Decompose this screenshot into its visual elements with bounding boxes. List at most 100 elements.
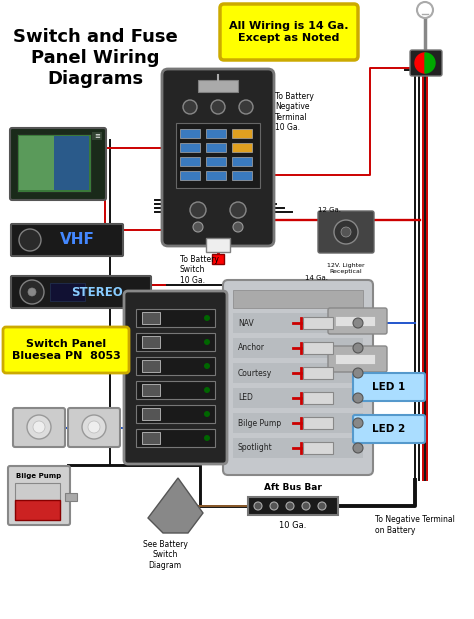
Bar bbox=[206, 171, 226, 180]
Circle shape bbox=[353, 443, 363, 453]
Bar bbox=[303, 442, 333, 454]
Bar bbox=[206, 157, 226, 166]
Bar bbox=[180, 143, 200, 152]
Bar bbox=[136, 357, 215, 375]
Bar bbox=[142, 312, 160, 324]
Bar bbox=[65, 493, 77, 501]
Text: ≡: ≡ bbox=[94, 133, 100, 139]
Text: Anchor: Anchor bbox=[238, 344, 265, 352]
Bar bbox=[335, 316, 375, 326]
Bar bbox=[142, 336, 160, 348]
Circle shape bbox=[204, 363, 210, 369]
Bar bbox=[232, 157, 252, 166]
Circle shape bbox=[334, 220, 358, 244]
Bar bbox=[180, 171, 200, 180]
FancyBboxPatch shape bbox=[220, 4, 358, 60]
Text: Bilge Pump: Bilge Pump bbox=[17, 473, 62, 479]
Circle shape bbox=[233, 222, 243, 232]
FancyBboxPatch shape bbox=[410, 50, 442, 76]
Circle shape bbox=[183, 100, 197, 114]
Circle shape bbox=[82, 415, 106, 439]
Circle shape bbox=[302, 502, 310, 510]
Bar bbox=[176, 123, 260, 188]
Bar bbox=[206, 129, 226, 138]
Text: Courtesy: Courtesy bbox=[238, 368, 272, 378]
Bar bbox=[233, 338, 363, 358]
Bar bbox=[50, 283, 85, 301]
FancyBboxPatch shape bbox=[10, 128, 106, 200]
Circle shape bbox=[28, 288, 36, 296]
FancyBboxPatch shape bbox=[328, 308, 387, 334]
FancyBboxPatch shape bbox=[68, 408, 120, 447]
Circle shape bbox=[27, 415, 51, 439]
Text: Aft Bus Bar: Aft Bus Bar bbox=[264, 483, 322, 492]
Wedge shape bbox=[415, 53, 425, 73]
Text: LED: LED bbox=[238, 394, 253, 402]
Circle shape bbox=[204, 339, 210, 345]
Bar bbox=[142, 360, 160, 372]
Circle shape bbox=[239, 100, 253, 114]
FancyBboxPatch shape bbox=[328, 346, 387, 372]
Text: 12 Ga.: 12 Ga. bbox=[318, 207, 341, 213]
Text: 12V. Lighter
Receptical: 12V. Lighter Receptical bbox=[327, 263, 365, 274]
Circle shape bbox=[417, 2, 433, 18]
Text: 14 Ga.: 14 Ga. bbox=[305, 275, 328, 281]
Text: To Battery
Negative
Terminal
10 Ga.: To Battery Negative Terminal 10 Ga. bbox=[275, 92, 314, 132]
Bar bbox=[212, 254, 224, 264]
Circle shape bbox=[211, 100, 225, 114]
Bar bbox=[180, 129, 200, 138]
Bar bbox=[233, 363, 363, 383]
FancyBboxPatch shape bbox=[223, 280, 373, 475]
FancyBboxPatch shape bbox=[124, 291, 227, 464]
Bar bbox=[17, 134, 91, 192]
Text: Bilge Pump: Bilge Pump bbox=[238, 418, 281, 428]
FancyBboxPatch shape bbox=[13, 408, 65, 447]
Circle shape bbox=[353, 343, 363, 353]
Circle shape bbox=[341, 227, 351, 237]
Bar bbox=[19, 136, 54, 190]
FancyBboxPatch shape bbox=[318, 211, 374, 253]
Polygon shape bbox=[148, 478, 203, 533]
Text: Switch and Fuse
Panel Wiring
Diagrams: Switch and Fuse Panel Wiring Diagrams bbox=[13, 28, 177, 88]
FancyBboxPatch shape bbox=[353, 373, 425, 401]
Circle shape bbox=[353, 368, 363, 378]
Text: LED 2: LED 2 bbox=[373, 424, 406, 434]
Bar bbox=[136, 333, 215, 351]
Text: STEREO: STEREO bbox=[71, 285, 123, 298]
Text: All Wiring is 14 Ga.
Except as Noted: All Wiring is 14 Ga. Except as Noted bbox=[229, 21, 349, 43]
Bar bbox=[92, 132, 102, 140]
Circle shape bbox=[270, 502, 278, 510]
Bar bbox=[233, 413, 363, 433]
FancyBboxPatch shape bbox=[8, 466, 70, 525]
Circle shape bbox=[286, 502, 294, 510]
Text: Switch Panel
Bluesea PN  8053: Switch Panel Bluesea PN 8053 bbox=[12, 339, 120, 361]
Text: See Battery
Switch
Diagram: See Battery Switch Diagram bbox=[143, 540, 187, 570]
Bar bbox=[136, 381, 215, 399]
FancyBboxPatch shape bbox=[353, 415, 425, 443]
Text: To Negative Terminal
on Battery: To Negative Terminal on Battery bbox=[375, 515, 455, 535]
Bar bbox=[54, 136, 89, 190]
Circle shape bbox=[88, 421, 100, 433]
Circle shape bbox=[190, 202, 206, 218]
Bar bbox=[198, 80, 238, 92]
Bar bbox=[232, 171, 252, 180]
Bar bbox=[15, 483, 60, 513]
Text: NAV: NAV bbox=[238, 319, 254, 327]
Bar bbox=[136, 429, 215, 447]
Text: 10 Ga.: 10 Ga. bbox=[279, 521, 307, 530]
Bar bbox=[303, 317, 333, 329]
Circle shape bbox=[353, 418, 363, 428]
Circle shape bbox=[20, 280, 44, 304]
Bar bbox=[232, 143, 252, 152]
Bar bbox=[142, 408, 160, 420]
Bar bbox=[335, 354, 375, 364]
Circle shape bbox=[204, 435, 210, 441]
Bar bbox=[233, 313, 363, 333]
Circle shape bbox=[353, 393, 363, 403]
Circle shape bbox=[19, 229, 41, 251]
Bar bbox=[303, 417, 333, 429]
Bar bbox=[136, 405, 215, 423]
Bar bbox=[136, 309, 215, 327]
Bar bbox=[233, 388, 363, 408]
Circle shape bbox=[318, 502, 326, 510]
